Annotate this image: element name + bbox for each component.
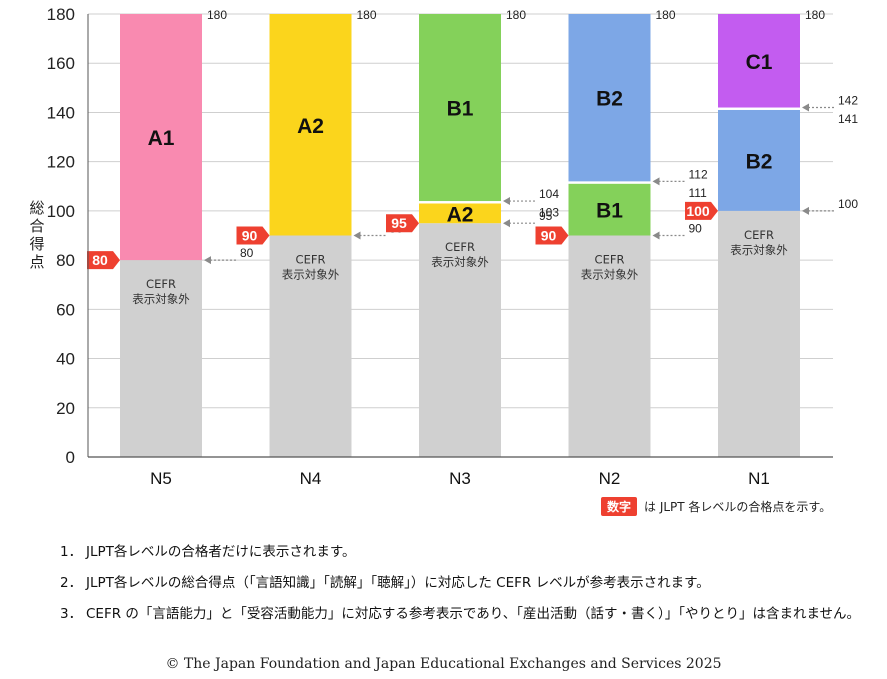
x-tick-label: N1 — [748, 469, 770, 488]
boundary-label: 90 — [689, 222, 703, 236]
y-axis-label-char: 総 — [29, 199, 44, 217]
boundary-label: 142 — [838, 94, 858, 108]
note-text: JLPT各レベルの合格者だけに表示されます。 — [86, 544, 356, 560]
y-tick-label: 100 — [47, 202, 75, 221]
boundary-label: 180 — [357, 8, 377, 22]
pass-mark-value: 90 — [242, 228, 258, 244]
boundary-arrow-head — [802, 103, 809, 112]
segment-label: CEFR — [595, 253, 625, 267]
copyright: © The Japan Foundation and Japan Educati… — [165, 656, 722, 672]
x-tick-label: N4 — [300, 469, 322, 488]
bar-segment — [718, 14, 800, 108]
segment-label: C1 — [746, 51, 773, 74]
boundary-label: 180 — [207, 8, 227, 22]
boundary-label: 180 — [506, 8, 526, 22]
y-tick-label: 120 — [47, 153, 75, 172]
pass-mark-value: 80 — [92, 252, 108, 268]
y-tick-label: 180 — [47, 5, 75, 24]
segment-label: B1 — [596, 200, 623, 223]
boundary-arrow-head — [204, 256, 211, 265]
segment-label: CEFR — [296, 253, 326, 267]
y-tick-label: 0 — [66, 448, 75, 467]
segment-label: 表示対象外 — [282, 268, 340, 282]
bar-segment — [269, 235, 352, 457]
bar-segment — [718, 210, 800, 457]
x-tick-label: N5 — [150, 469, 172, 488]
boundary-label: 103 — [539, 206, 559, 220]
segment-label: B2 — [596, 88, 623, 111]
note-item: 1． JLPT各レベルの合格者だけに表示されます。 — [60, 540, 356, 560]
pass-mark-badge — [87, 251, 120, 270]
pass-mark-value: 100 — [686, 203, 710, 219]
y-tick-label: 40 — [56, 350, 75, 369]
bar-segment — [568, 235, 651, 457]
pass-mark-badge — [236, 226, 270, 245]
y-tick-label: 160 — [47, 54, 75, 73]
pass-mark-value: 95 — [391, 215, 407, 231]
segment-label: B1 — [447, 98, 474, 121]
note-number: 3． — [60, 606, 83, 622]
note-item: 3． CEFR の「言語能力」と「受容活動能力」に対応する参考表示であり、「産出活… — [60, 602, 860, 622]
x-tick-label: N3 — [449, 469, 471, 488]
bar-segment — [269, 14, 352, 236]
segment-label: A2 — [447, 203, 474, 226]
note-item: 2． JLPT各レベルの総合得点（「言語知識」「読解」「聴解」）に対応した CEF… — [60, 571, 710, 591]
boundary-label: 180 — [805, 8, 825, 22]
segment-label: 表示対象外 — [581, 268, 639, 282]
pass-mark-badge — [535, 226, 569, 245]
boundary-label: 100 — [838, 197, 858, 211]
segment-label: CEFR — [445, 240, 475, 254]
note-text: JLPT各レベルの総合得点（「言語知識」「読解」「聴解」）に対応した CEFR … — [86, 575, 710, 591]
boundary-label: 104 — [539, 187, 559, 201]
boundary-label: 141 — [838, 112, 858, 126]
cefr-stacked-bar-chart: 020406080100120140160180総合得点CEFR表示対象外A1N… — [29, 5, 858, 516]
note-text: CEFR の「言語能力」と「受容活動能力」に対応する参考表示であり、「産出活動（… — [86, 606, 861, 622]
segment-label: A2 — [297, 115, 324, 138]
legend-badge — [601, 497, 637, 516]
pass-mark-badge — [386, 214, 419, 233]
segment-label: CEFR — [744, 228, 774, 242]
bar-segment — [419, 203, 501, 224]
boundary-arrow-head — [353, 231, 361, 240]
x-tick-label: N2 — [599, 469, 621, 488]
bar-segment — [568, 183, 651, 236]
note-number: 2． — [60, 575, 83, 591]
segment-label: A1 — [148, 127, 175, 150]
pass-mark-badge — [685, 201, 718, 220]
segment-label: 表示対象外 — [132, 292, 190, 306]
boundary-arrow-head — [802, 206, 809, 215]
segment-label: B2 — [746, 150, 773, 173]
bar-segment — [419, 223, 501, 457]
boundary-label: 95 — [539, 209, 553, 223]
y-axis-label-char: 点 — [29, 253, 44, 271]
boundary-label: 112 — [689, 167, 708, 181]
boundary-arrow-head — [652, 177, 660, 186]
bar-segment — [120, 260, 202, 457]
y-tick-label: 140 — [47, 103, 75, 122]
boundary-arrow-head — [652, 231, 660, 240]
y-axis-label-char: 合 — [29, 217, 44, 235]
bar-segment — [120, 14, 202, 261]
y-tick-label: 80 — [56, 251, 75, 270]
y-axis-label-char: 得 — [29, 235, 44, 253]
boundary-arrow-head — [503, 219, 510, 228]
y-tick-label: 20 — [56, 399, 75, 418]
boundary-label: 80 — [240, 246, 254, 260]
segment-label: 表示対象外 — [431, 255, 489, 269]
note-number: 1． — [60, 544, 83, 560]
legend-badge-text: 数字 — [607, 499, 631, 514]
segment-label: 表示対象外 — [730, 243, 788, 257]
bar-segment — [718, 109, 800, 211]
legend-text: は JLPT 各レベルの合格点を示す。 — [644, 499, 831, 514]
boundary-label: 180 — [656, 8, 676, 22]
bar-segment — [419, 14, 501, 202]
pass-mark-value: 90 — [541, 228, 557, 244]
segment-label: CEFR — [146, 277, 176, 291]
y-tick-label: 60 — [56, 300, 75, 319]
bar-segment — [568, 14, 651, 182]
boundary-arrow-head — [503, 197, 510, 206]
boundary-label: 111 — [689, 186, 708, 200]
